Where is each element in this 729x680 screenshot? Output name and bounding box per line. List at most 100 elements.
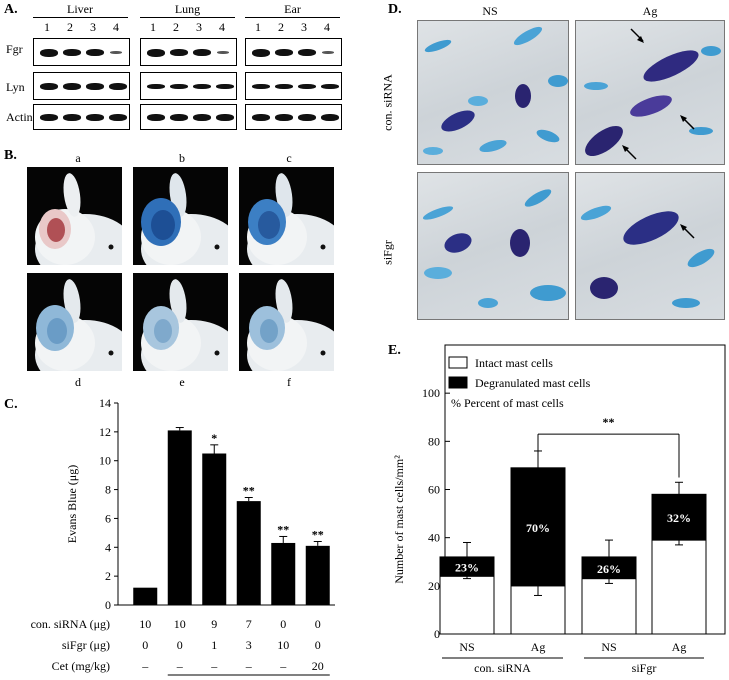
blot-actin-lung [140,104,237,130]
significance-label: ** [312,528,324,542]
lane-number: 3 [301,20,307,34]
table-cell: 0 [315,617,321,631]
percent-label: 26% [597,562,621,576]
blot-row-label-lyn: Lyn [6,80,25,94]
percent-label: 23% [455,561,479,575]
y-tick-label: 4 [105,540,111,554]
blot-actin-ear [245,104,342,130]
y-tick-label: 0 [434,627,440,641]
table-cell: 0 [142,638,148,652]
table-cell: 0 [280,617,286,631]
bar [271,542,296,605]
mast-cell-chart: 0 20 40 60 80 100 Number of mast cells/mm² 23%… [392,344,726,675]
bar-intact [651,539,707,635]
table-cell: 0 [177,638,183,652]
lane-number: 4 [324,20,330,34]
legend-label: Degranulated mast cells [475,376,591,390]
micrograph-sifgr-ns [417,172,569,320]
significance-label: * [211,431,217,445]
legend-swatch-degranulated [448,376,468,389]
photo-caption-b: b [179,151,185,165]
significance-label: ** [243,484,255,498]
y-tick-label: 60 [428,483,440,497]
table-cell: – [210,659,218,673]
micrograph-sifgr-ag [575,172,725,320]
y-tick-label: 2 [105,569,111,583]
row-label-sifgr: siFgr [380,240,395,265]
mouse-photo-a [27,167,122,265]
y-tick-label: 80 [428,434,440,448]
significance-label: ** [277,522,289,536]
blot-actin-liver [33,104,130,130]
y-tick-label: 12 [99,425,111,439]
mouse-photo-c [239,167,334,265]
bar-degranulated [651,493,707,541]
table-row-label: con. siRNA (μg) [31,617,110,631]
legend-label: Intact mast cells [475,356,553,370]
table-cell: – [176,659,184,673]
bar [202,453,227,605]
table-cell: 20 [312,659,324,673]
photo-caption-c: c [286,151,292,165]
group-label: con. siRNA [474,661,531,675]
photo-caption-f: f [287,375,291,389]
percent-label: 32% [667,511,691,525]
bar [305,545,330,605]
bar-intact [439,575,495,635]
y-tick-label: 14 [99,396,111,410]
bar-intact [581,578,637,635]
panel-a-label: A. [4,2,18,17]
mouse-photo-e [133,273,228,371]
lane-number: 4 [113,20,119,34]
table-cell: 3 [246,638,252,652]
mouse-photo-d [27,273,122,371]
table-cell: – [245,659,253,673]
group-label: siFgr [632,661,657,675]
lane-number: 2 [67,20,73,34]
panel-b-label: B. [4,148,17,163]
ear-underline [245,17,340,18]
legend-swatch-intact [448,356,468,369]
table-cell: 7 [246,617,252,631]
table-cell: 10 [139,617,151,631]
y-tick-label: 6 [105,511,111,525]
blot-row-label-actin: Actin [6,110,33,124]
lane-number: 2 [173,20,179,34]
y-axis-label: Number of mast cells/mm² [392,455,406,584]
lane-number: 1 [44,20,50,34]
legend-label: % Percent of mast cells [451,396,564,410]
y-tick-label: 8 [105,483,111,497]
tissue-label-lung: Lung [174,2,201,16]
panel-e-label: E. [388,343,401,358]
tissue-label-ear: Ear [284,2,301,16]
y-tick-label: 100 [422,386,440,400]
lane-number: 1 [255,20,261,34]
mouse-photo-f [239,273,334,371]
panel-d-label: D. [388,2,402,17]
significance-label: ** [603,415,615,429]
y-tick-label: 20 [428,579,440,593]
x-tick-label: NS [601,640,616,654]
table-cell: – [279,659,287,673]
table-cell: – [141,659,149,673]
y-tick-label: 10 [99,454,111,468]
blot-row-label-fgr: Fgr [6,42,23,56]
bar [236,501,261,605]
blot-lyn-liver [33,72,130,100]
row-label-con-sirna: con. siRNA [380,74,395,131]
photo-caption-a: a [75,151,81,165]
blot-lyn-lung [140,72,237,100]
photo-caption-e: e [179,375,185,389]
lung-underline [140,17,235,18]
bar [133,587,158,605]
bar [167,430,192,605]
lane-number: 2 [278,20,284,34]
lane-number: 4 [219,20,225,34]
liver-underline [33,17,128,18]
mouse-photo-b [133,167,228,265]
x-tick-label: NS [459,640,474,654]
bar-degranulated [510,467,566,587]
percent-label: 70% [526,521,550,535]
lane-number: 3 [90,20,96,34]
table-row-label: Cet (mg/kg) [52,659,110,673]
